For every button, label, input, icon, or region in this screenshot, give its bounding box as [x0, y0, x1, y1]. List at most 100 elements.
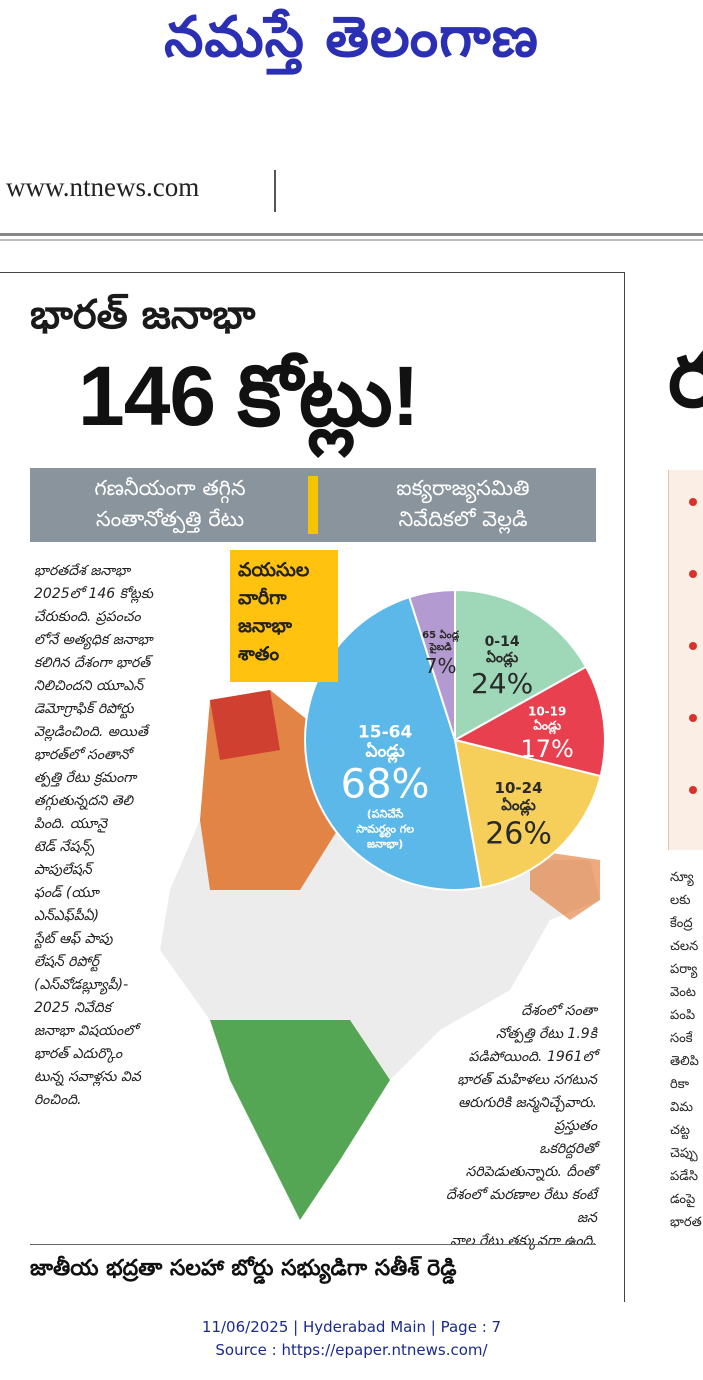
bullet-icon [689, 786, 697, 794]
divider [30, 1244, 596, 1245]
pie-slice-label: ఏండ్లు [501, 796, 536, 816]
text-line: తగ్గుతున్నదని తెలి [34, 793, 133, 809]
text-line: 2025 నివేదిక [34, 1000, 112, 1016]
pie-slice-value: 24% [471, 667, 533, 700]
text-line: నాల రేటు తక్కువగా ఉంది. [450, 1233, 597, 1249]
subhead-bar: గణనీయంగా తగ్గిన సంతానోత్పత్తి రేటు ఐక్యర… [30, 468, 596, 542]
subhead-right: ఐక్యరాజ్యసమితి నివేదికలో వెల్లడి [330, 473, 596, 535]
pie-slice-value: 7% [425, 654, 457, 678]
adjacent-column-text: న్యూ లకు కేంద్ర చలన పర్యా వెంట పంపి సంకే తెలిపి ర… [670, 866, 703, 1234]
text-line: వెల్లడించింది. అయితే [34, 724, 148, 740]
text-line: తెలిపి [670, 1054, 699, 1069]
pie-slice [304, 595, 483, 891]
headline-line2: 146 కోట్లు! [78, 349, 420, 443]
body-text-right: దేశంలో సంతా నోత్పత్తి రేటు 1.9కి పడిపోయింద… [445, 1000, 597, 1253]
text-line: న్యూ [670, 870, 694, 885]
text-line: 2025లో 146 కోట్లకు [34, 586, 153, 602]
text-line: సంకే [670, 1031, 693, 1046]
accent-mark [308, 476, 318, 534]
text-line: చెప్పు [670, 1146, 698, 1161]
text-line: ఫండ్ (యూ [34, 885, 99, 901]
text-line: భారత్‌లో సంతానో [34, 747, 132, 763]
text-line: లోనే అత్యధిక జనాభా [34, 632, 153, 648]
divider [0, 233, 703, 236]
pie-slice-label: ఏండ్లు [533, 719, 561, 735]
bullet-icon [689, 570, 697, 578]
text-line: (ఎస్‌వోడబ్ల్యూపీ)- [34, 977, 129, 993]
age-box: వయసుల వారీగా జనాభా శాతం [230, 550, 338, 682]
text-line: రికా [670, 1077, 689, 1092]
infographic-graphic: 0-14ఏండ్లు24%10-19ఏండ్లు17%10-24ఏండ్లు26… [160, 588, 606, 1220]
pie-slice [454, 588, 588, 742]
text-line: విమ [670, 1100, 693, 1115]
subhead-left-line: గణనీయంగా తగ్గిన [94, 476, 246, 500]
text-line: నిలిచిందని యూఎన్ [34, 678, 144, 694]
text-line: పర్యా [670, 962, 698, 977]
footer-edition-info: 11/06/2025 | Hyderabad Main | Page : 7 [201, 1318, 502, 1336]
pie-slice-label: 0-14 [485, 634, 520, 650]
text-line: కేంద్ర [670, 916, 693, 931]
age-box-line: వారీగా [238, 587, 287, 609]
pie-slice-sublabel: (పనిచేసే [367, 807, 404, 820]
text-line: జనాభా విషయంలో [34, 1023, 138, 1039]
pie-slice-label: ఏండ్లు [366, 741, 405, 763]
text-line: నోత్పత్తి రేటు 1.9కి [495, 1026, 597, 1042]
masthead: నమస్తే తెలంగాణ [0, 0, 703, 110]
text-line: ఎన్‌ఎఫ్‌పీఏ) [34, 908, 100, 924]
text-line: పడేసి [670, 1169, 698, 1184]
text-line: వెంట [670, 985, 696, 1000]
pie-slice-label: పైబడి [429, 642, 453, 654]
text-line: లకు [670, 893, 691, 908]
text-line: పాపులేషన్ [34, 862, 92, 878]
newspaper-logo: నమస్తే తెలంగాణ [164, 4, 539, 70]
divider [274, 170, 276, 212]
text-line: లేషన్ రిపోర్ట్ [34, 954, 100, 970]
text-line: చట్ట [670, 1123, 690, 1138]
adjacent-bullet-box [668, 470, 703, 850]
bullet-icon [689, 642, 697, 650]
text-line: పంపి [670, 1008, 696, 1023]
pie-slice-label: 15-64 [358, 722, 413, 742]
footer-source[interactable]: Source : https://epaper.ntnews.com/ [215, 1341, 488, 1359]
pie-slice-label: 10-24 [495, 779, 543, 797]
text-line: టెడ్ నేషన్స్ [34, 839, 95, 855]
text-line: డంపై [670, 1192, 696, 1207]
text-line: త్పత్తి రేటు క్రమంగా [34, 770, 137, 786]
pie-slice [408, 588, 456, 741]
text-line: పింది. యూనై [34, 816, 108, 832]
age-box-line: శాతం [238, 643, 280, 665]
pie-slice-sublabel: జనాభా) [367, 837, 403, 850]
text-line: డెమోగ్రాఫిక్ రిపోర్టు [34, 701, 134, 717]
bullet-icon [689, 498, 697, 506]
divider [0, 239, 703, 241]
text-line: ఆరుగురికి జన్మనిచ్చేవారు. ప్రస్తుతం [458, 1095, 597, 1134]
text-line: పడిపోయింది. 1961లో [468, 1049, 598, 1065]
pie-slice-label: 10-19 [528, 705, 566, 719]
website-url[interactable]: www.ntnews.com [6, 172, 200, 202]
pie-slice [453, 738, 602, 889]
text-line: భారత్ ఎదుర్కొం [34, 1046, 123, 1062]
pie-slice-sublabel: సామర్థ్యం గల [356, 822, 414, 838]
text-line: దేశంలో సంతా [521, 1003, 597, 1019]
adjacent-headline-fragment: ర [668, 328, 703, 426]
text-line: దేశంలో మరణాల రేటు కంటే జన [446, 1187, 597, 1226]
pie-slice-label: ఏండ్లు [486, 650, 518, 668]
article-border [624, 272, 625, 1302]
age-pie-chart: 0-14ఏండ్లు24%10-19ఏండ్లు17%10-24ఏండ్లు26… [304, 588, 606, 891]
text-line: ఒకరిద్దరితో సరిపెడుతున్నారు. దీంతో [465, 1141, 597, 1180]
pie-slice-value: 68% [341, 761, 430, 807]
age-box-line: జనాభా [238, 615, 292, 637]
text-line: భారతదేశ జనాభా [34, 563, 131, 579]
pie-slice-label: 65 ఏండ్ల [422, 629, 460, 642]
subhead-right-line: ఐక్యరాజ్యసమితి [396, 476, 530, 500]
pie-slice-value: 26% [485, 816, 552, 851]
article-border [0, 272, 624, 273]
bottom-headline: జాతీయ భద్రతా సలహా బోర్డు సభ్యుడిగా సతీశ్… [30, 1256, 457, 1281]
body-text-left: భారతదేశ జనాభా 2025లో 146 కోట్లకు చేరుకుంది… [34, 560, 204, 1112]
bullet-icon [689, 714, 697, 722]
text-line: భారత [670, 1215, 702, 1230]
india-map-crowd-illustration [160, 690, 600, 1220]
text-line: చలన [670, 939, 699, 954]
subhead-left-line: సంతానోత్పత్తి రేటు [95, 507, 245, 531]
subhead-right-line: నివేదికలో వెల్లడి [398, 507, 528, 531]
